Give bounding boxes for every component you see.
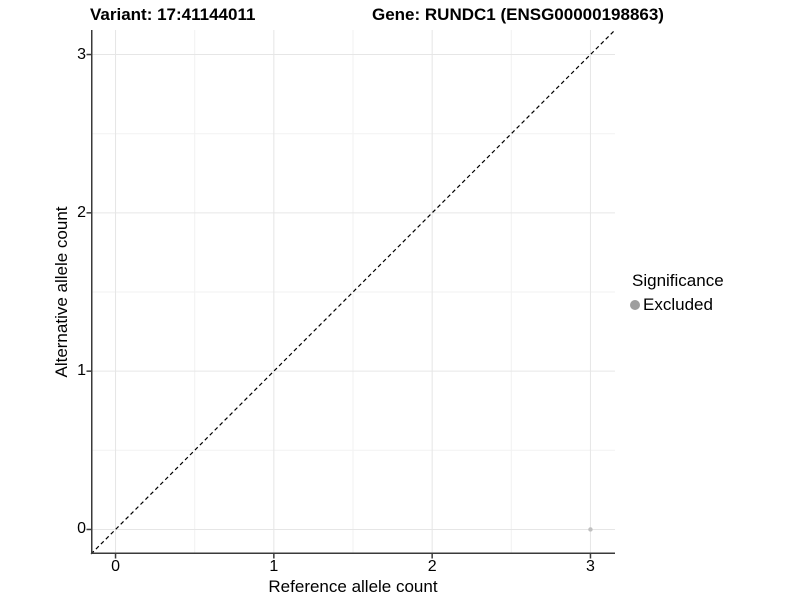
plot-title-variant: Variant: 17:41144011 <box>90 5 256 24</box>
x-tick-label-0: 0 <box>111 558 120 575</box>
legend-item-label: Excluded <box>643 295 713 314</box>
legend-title: Significance <box>632 271 724 290</box>
x-tick-label-1: 1 <box>269 558 279 575</box>
y-tick-label-1: 1 <box>77 362 86 380</box>
identity-reference-line <box>90 29 616 555</box>
excluded-point-icon <box>630 300 640 310</box>
plot-panel-canvas <box>86 29 616 559</box>
x-tick-label-2: 2 <box>427 558 437 575</box>
data-point-excluded <box>588 527 593 532</box>
x-axis-title: Reference allele count <box>268 577 438 596</box>
y-tick-label-3: 3 <box>77 45 86 63</box>
legend-item-excluded: Excluded <box>630 295 724 315</box>
x-tick-label-3: 3 <box>586 558 595 575</box>
plot-title-gene: Gene: RUNDC1 (ENSG00000198863) <box>372 5 664 24</box>
legend: Significance Excluded <box>630 271 724 315</box>
plot-panel <box>86 29 616 559</box>
y-tick-label-0: 0 <box>77 520 86 538</box>
y-axis-title: Alternative allele count <box>52 206 71 378</box>
y-tick-label-2: 2 <box>77 203 86 221</box>
